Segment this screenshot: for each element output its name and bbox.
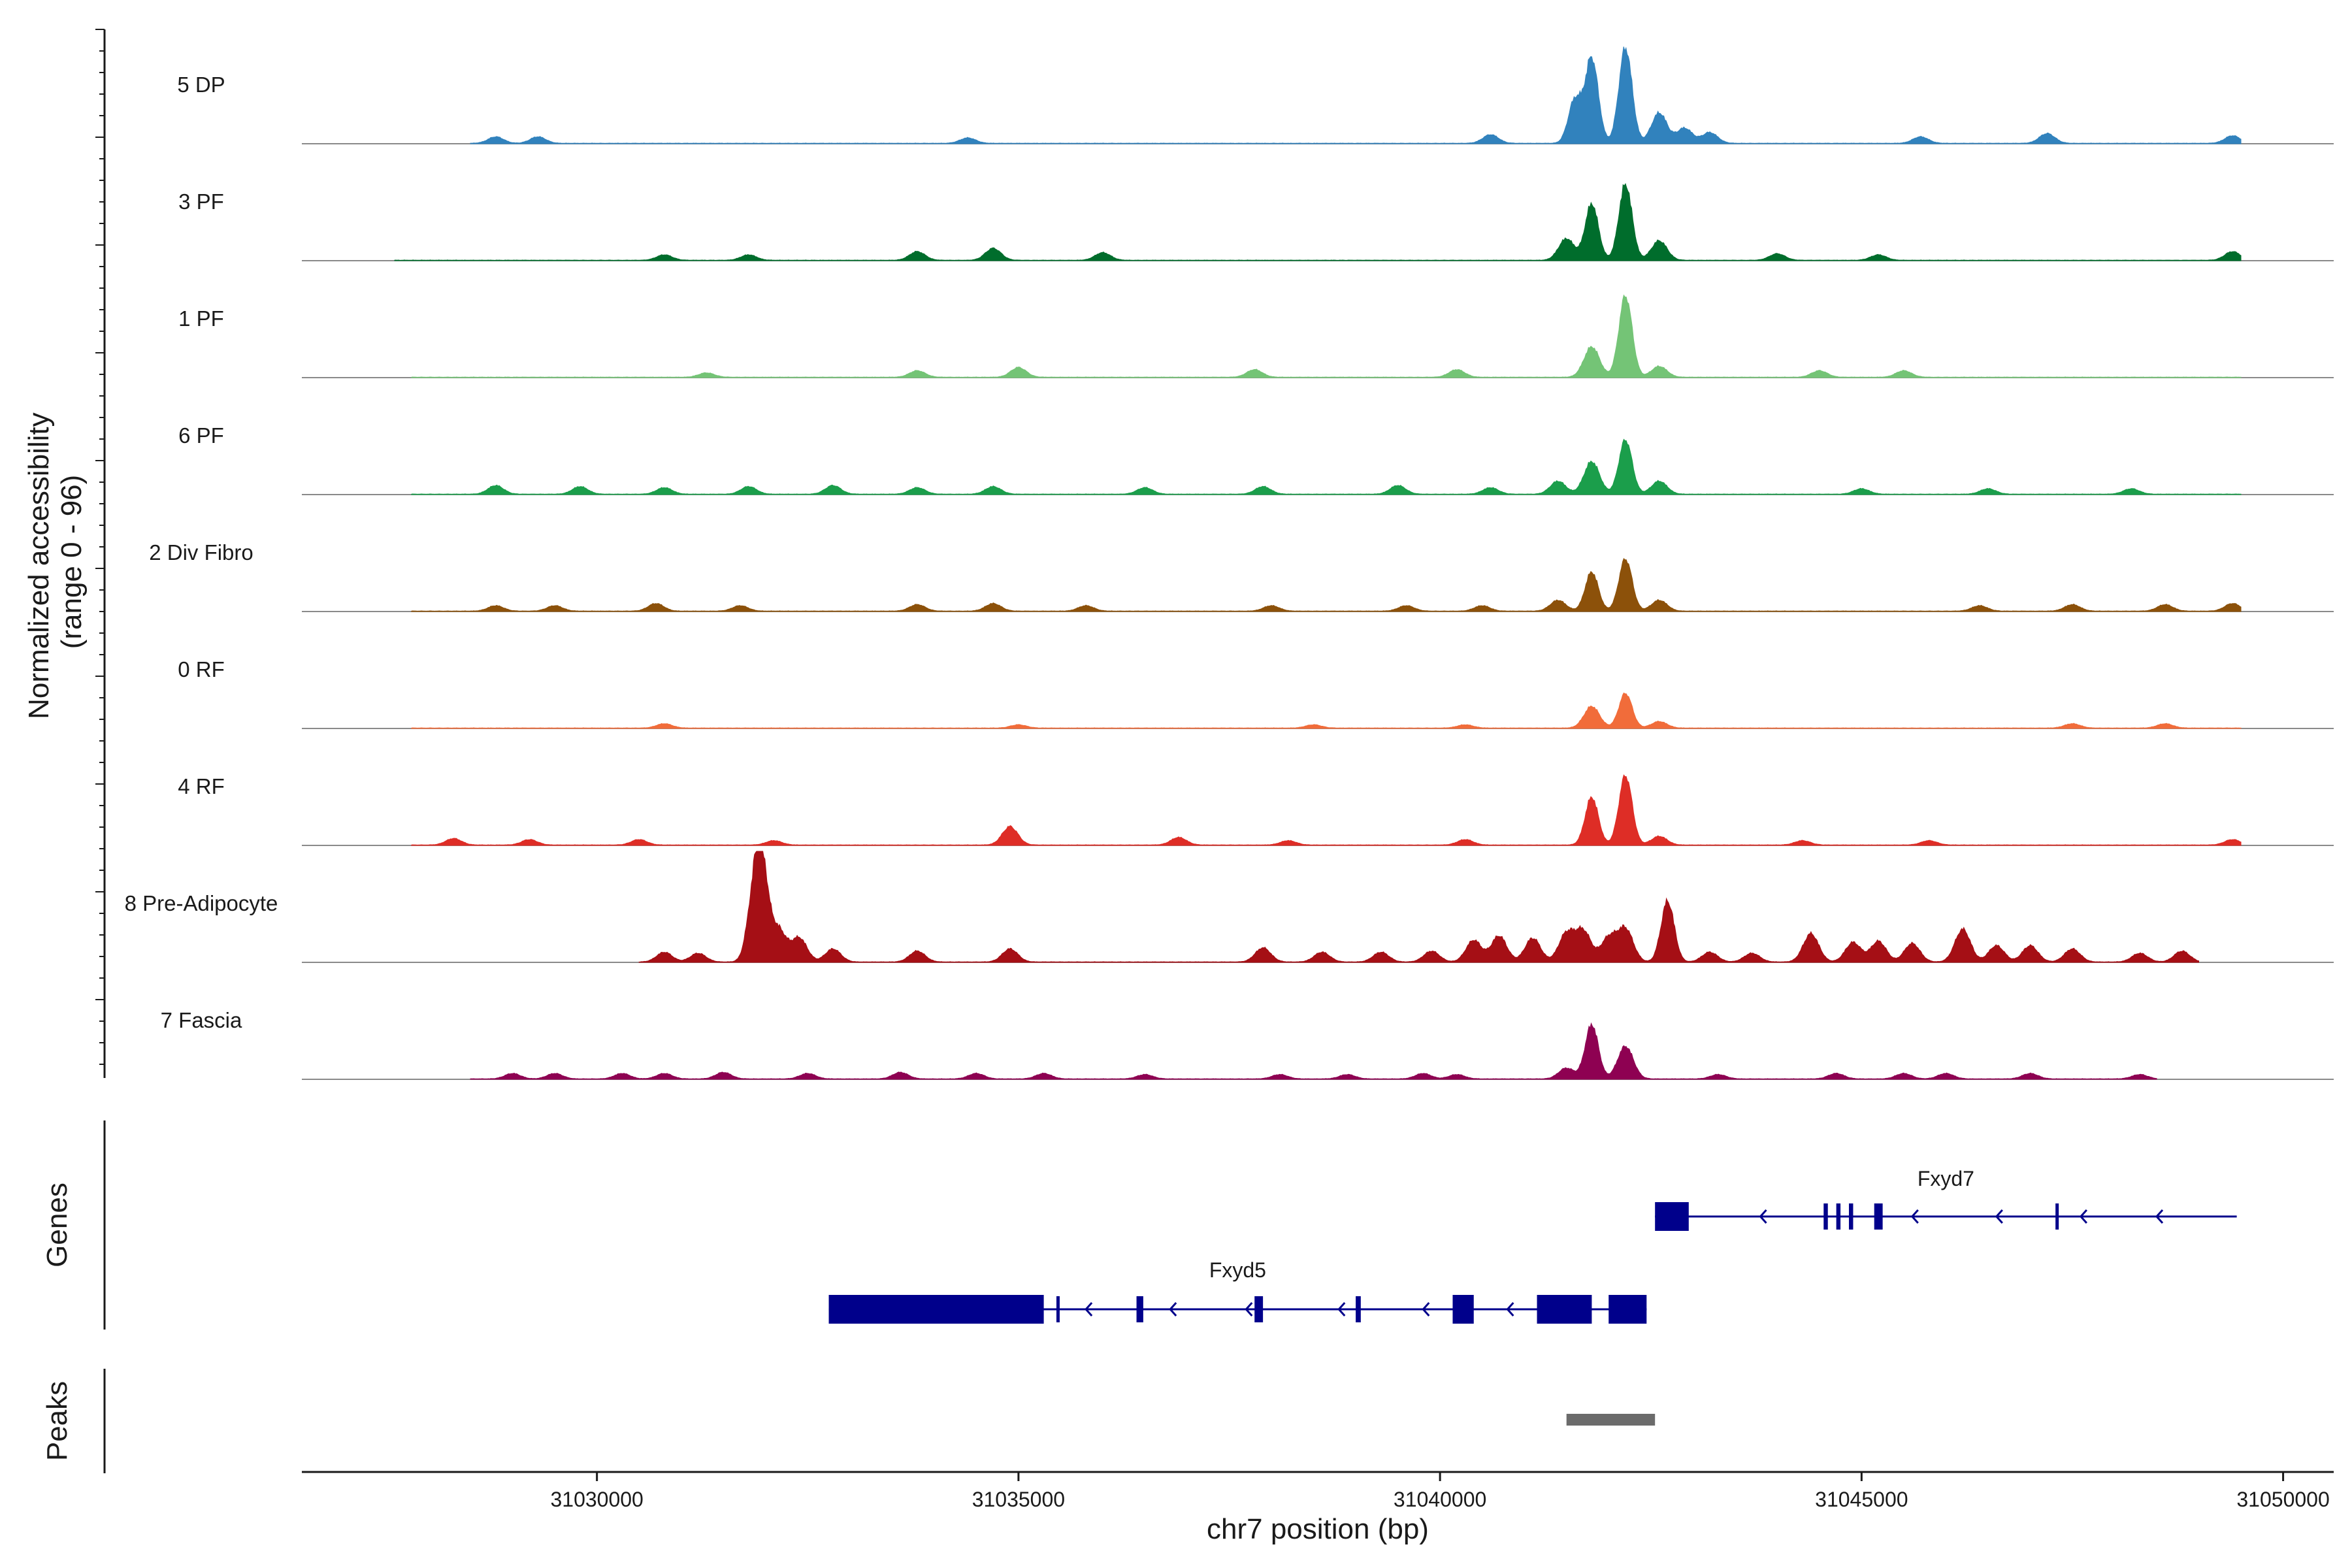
x-tick-label: 31045000 bbox=[1815, 1488, 1908, 1511]
gene-exon bbox=[1848, 1203, 1854, 1230]
gene-exon bbox=[1254, 1296, 1264, 1322]
gene-exon bbox=[1874, 1203, 1883, 1230]
x-tick-label: 31050000 bbox=[2236, 1488, 2329, 1511]
track-label: 6 PF bbox=[178, 423, 224, 448]
track-label: 2 Div Fibro bbox=[149, 540, 253, 564]
gene-fxyd5: Fxyd5 bbox=[828, 1258, 1647, 1324]
track-6-pf: 6 PF bbox=[178, 423, 2334, 495]
track-3-pf: 3 PF bbox=[178, 183, 2334, 261]
genes-panel-title: Genes bbox=[41, 1183, 73, 1267]
peaks-panel-title: Peaks bbox=[41, 1381, 73, 1461]
x-tick-label: 31030000 bbox=[550, 1488, 643, 1511]
tracks-y-ticks bbox=[95, 29, 105, 1065]
peak-region bbox=[1566, 1414, 1656, 1426]
strand-arrow bbox=[1422, 1301, 1430, 1317]
track-4-rf: 4 RF bbox=[178, 774, 2334, 846]
strand-arrow bbox=[1910, 1209, 1919, 1224]
track-label: 4 RF bbox=[178, 774, 225, 798]
track-7-fascia: 7 Fascia bbox=[161, 1008, 2334, 1080]
gene-annotations: Fxyd7 Fxyd5 bbox=[828, 1167, 2237, 1324]
track-0-rf: 0 RF bbox=[178, 657, 2334, 729]
strand-arrow bbox=[1337, 1301, 1346, 1317]
coverage-tracks: 5 DP 3 PF 1 PF 6 PF 2 Div Fibro 0 RF 4 RF 8 Pre… bbox=[125, 46, 2334, 1080]
gene-exon bbox=[1655, 1202, 1689, 1231]
x-tick-label: 31035000 bbox=[972, 1488, 1065, 1511]
track-label: 8 Pre-Adipocyte bbox=[125, 891, 278, 915]
gene-exon bbox=[1452, 1295, 1474, 1324]
gene-exon bbox=[828, 1295, 1044, 1324]
strand-arrow bbox=[1085, 1301, 1093, 1317]
coverage-area bbox=[411, 438, 2242, 495]
coverage-area bbox=[411, 692, 2242, 729]
gene-exon bbox=[1823, 1203, 1828, 1230]
track-1-pf: 1 PF bbox=[178, 294, 2334, 378]
y-axis-title: Normalized accessibility (range 0 - 96) bbox=[23, 404, 88, 719]
coverage-area bbox=[638, 851, 2199, 963]
track-label: 3 PF bbox=[178, 189, 224, 214]
strand-arrow bbox=[1245, 1301, 1253, 1317]
y-axis-title-line2: (range 0 - 96) bbox=[56, 475, 88, 649]
peak-regions bbox=[1566, 1414, 1656, 1426]
strand-arrow bbox=[2079, 1209, 2087, 1224]
track-5-dp: 5 DP bbox=[177, 46, 2334, 144]
gene-exon bbox=[1836, 1203, 1841, 1230]
track-label: 5 DP bbox=[177, 73, 225, 97]
track-label: 7 Fascia bbox=[161, 1008, 242, 1032]
strand-arrow bbox=[1759, 1209, 1767, 1224]
gene-exon bbox=[1537, 1295, 1592, 1324]
coverage-area bbox=[394, 183, 2242, 261]
coverage-area bbox=[470, 46, 2242, 144]
strand-arrow bbox=[1169, 1301, 1177, 1317]
gene-exon bbox=[1056, 1296, 1060, 1322]
strand-arrow bbox=[1506, 1301, 1514, 1317]
track-label: 1 PF bbox=[178, 306, 224, 331]
gene-fxyd7: Fxyd7 bbox=[1655, 1167, 2237, 1231]
y-axis-title-line1: Normalized accessibility bbox=[23, 412, 55, 719]
x-axis-ticks: 31030000 31035000 31040000 31045000 31050000 bbox=[550, 1472, 2330, 1511]
gene-exon bbox=[1136, 1296, 1143, 1322]
gene-label: Fxyd5 bbox=[1209, 1258, 1266, 1282]
track-2-div-fibro: 2 Div Fibro bbox=[149, 540, 2334, 612]
x-axis-title: chr7 position (bp) bbox=[1207, 1513, 1429, 1545]
coverage-area bbox=[470, 1022, 2157, 1080]
coverage-area bbox=[411, 557, 2242, 612]
strand-arrow bbox=[2155, 1209, 2164, 1224]
gene-exon bbox=[1356, 1296, 1361, 1322]
gene-label: Fxyd7 bbox=[1918, 1167, 1974, 1190]
coverage-area bbox=[411, 774, 2242, 846]
track-8-pre-adipocyte: 8 Pre-Adipocyte bbox=[125, 851, 2334, 963]
x-tick-label: 31040000 bbox=[1394, 1488, 1486, 1511]
coverage-area bbox=[411, 294, 2242, 378]
track-label: 0 RF bbox=[178, 657, 225, 681]
strand-arrow bbox=[1995, 1209, 2003, 1224]
gene-exon bbox=[2055, 1203, 2059, 1230]
gene-exon bbox=[1609, 1295, 1647, 1324]
